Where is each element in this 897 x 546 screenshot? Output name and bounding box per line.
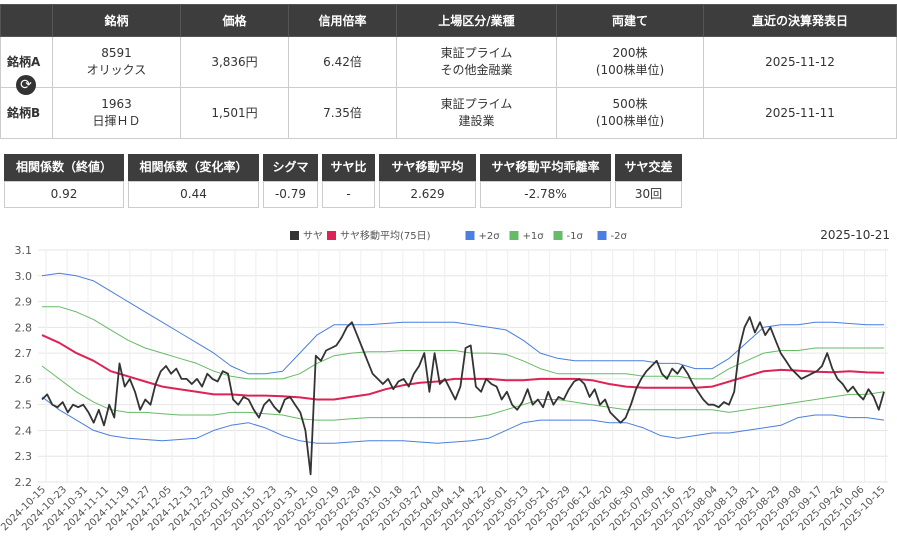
earnings-date-cell: 2025-11-11 [703,87,897,139]
column-header: 両建て [556,4,704,37]
stat-label: シグマ [263,154,318,181]
market-cell: 東証プライム 建設業 [396,87,557,139]
column-header: 銘柄 [52,4,181,37]
swap-icon[interactable]: ⟳ [16,75,36,95]
table-row: 銘柄A 8591 オリックス 3,836円 6.42倍 東証プライム その他金融業 … [0,36,897,88]
unit-label: (100株単位) [595,114,665,128]
market-label: 東証プライム [440,97,513,111]
stat-value: 0.44 [128,181,259,208]
stock-name: オリックス [86,63,147,77]
stat-spread-ma: サヤ移動平均 2.629 [379,154,476,208]
row-label: 銘柄B [0,87,53,139]
y-tick-label: 2.2 [15,476,33,489]
legend-item: +2σ [479,231,501,242]
shares-label: 200株 [612,46,648,60]
y-tick-label: 2.4 [15,424,33,437]
legend-swatch [327,231,336,240]
shares-label: 500株 [612,97,648,111]
legend-item: +1σ [523,231,545,242]
unit-label: (100株単位) [595,63,665,77]
y-tick-label: 3.1 [15,244,33,257]
y-tick-label: 2.7 [15,347,33,360]
y-tick-label: 2.9 [15,296,33,309]
stat-label: サヤ移動平均乖離率 [480,154,611,181]
legend-item: サヤ移動平均(75日) [340,229,431,242]
column-header: 上場区分/業種 [396,4,557,37]
stat-value: - [322,181,375,208]
stat-label: 相関係数（終値） [4,154,124,181]
corner-cell [0,4,53,37]
spread-chart: 2.22.32.42.52.62.72.82.93.03.12024-10-15… [0,228,890,533]
stat-correlation-close: 相関係数（終値） 0.92 [4,154,124,208]
series-line [41,316,885,476]
series-line [42,306,884,380]
price-cell: 3,836円 [180,36,289,88]
series-line [41,272,884,375]
column-header: 信用倍率 [288,4,397,37]
series-line [41,365,885,421]
stat-value: 0.92 [4,181,124,208]
stock-code: 8591 [101,46,132,60]
legend-item: -1σ [567,231,584,242]
stat-label: 相関係数（変化率） [128,154,259,181]
y-tick-label: 2.3 [15,450,33,463]
stat-label: サヤ比 [322,154,375,181]
market-label: 東証プライム [440,46,513,60]
position-cell: 500株 (100株単位) [556,87,704,139]
column-header: 価格 [180,4,289,37]
price-cell: 1,501円 [180,87,289,139]
stock-cell[interactable]: 1963 日揮ＨＤ [52,87,181,139]
stock-code: 1963 [101,97,132,111]
y-tick-label: 2.5 [15,399,33,412]
stats-row: 相関係数（終値） 0.92 相関係数（変化率） 0.44 シグマ -0.79 サヤ比 -… [4,154,682,208]
stat-value: 30回 [615,181,682,208]
legend-item: -2σ [611,231,628,242]
stat-value: -0.79 [263,181,318,208]
pair-table: 銘柄 価格 信用倍率 上場区分/業種 両建て 直近の決算発表日 銘柄A 8591… [0,4,897,139]
stat-value: -2.78% [480,181,611,208]
legend-swatch [290,231,299,240]
margin-ratio-cell: 6.42倍 [288,36,397,88]
stat-label: サヤ交差 [615,154,682,181]
table-header: 銘柄 価格 信用倍率 上場区分/業種 両建て 直近の決算発表日 [0,4,897,37]
legend-swatch [509,231,519,240]
series-line [41,334,885,401]
legend-swatch [465,231,475,240]
column-header: 直近の決算発表日 [703,4,897,37]
legend-item: サヤ [303,230,323,242]
chart-date-label: 2025-10-21 [820,228,890,242]
earnings-date-cell: 2025-11-12 [703,36,897,88]
y-tick-label: 2.6 [15,373,33,386]
legend-swatch [553,231,563,240]
stat-label: サヤ移動平均 [379,154,476,181]
legend-swatch [597,231,607,240]
stat-ma-deviation: サヤ移動平均乖離率 -2.78% [480,154,611,208]
sector-label: その他金融業 [440,63,513,77]
sector-label: 建設業 [458,114,495,128]
market-cell: 東証プライム その他金融業 [396,36,557,88]
series-line [41,396,885,444]
position-cell: 200株 (100株単位) [556,36,704,88]
stat-correlation-change: 相関係数（変化率） 0.44 [128,154,259,208]
y-tick-label: 3.0 [15,270,33,283]
table-row: 銘柄B 1963 日揮ＨＤ 1,501円 7.35倍 東証プライム 建設業 500株… [0,87,897,139]
y-tick-label: 2.8 [15,321,33,334]
stat-spread-ratio: サヤ比 - [322,154,375,208]
margin-ratio-cell: 7.35倍 [288,87,397,139]
stat-value: 2.629 [379,181,476,208]
stock-name: 日揮ＨＤ [92,114,141,128]
stock-cell[interactable]: 8591 オリックス [52,36,181,88]
stat-cross-count: サヤ交差 30回 [615,154,682,208]
stat-sigma: シグマ -0.79 [263,154,318,208]
